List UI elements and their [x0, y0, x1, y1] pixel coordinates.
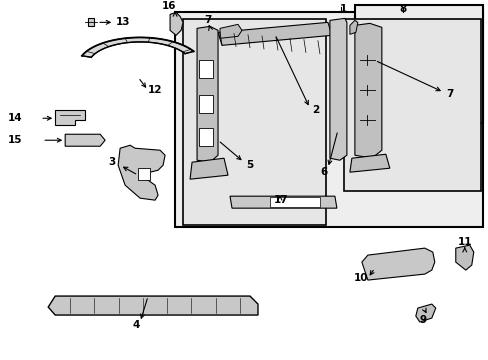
Bar: [183, 19, 325, 225]
Polygon shape: [455, 245, 473, 270]
Polygon shape: [354, 23, 381, 158]
Polygon shape: [82, 37, 193, 57]
Bar: [354, 5, 482, 123]
Polygon shape: [349, 154, 389, 172]
Bar: [199, 128, 213, 146]
Bar: [175, 12, 482, 227]
Polygon shape: [218, 22, 331, 45]
Text: 6: 6: [319, 167, 326, 177]
Polygon shape: [55, 110, 85, 125]
Text: 7: 7: [445, 89, 452, 99]
Text: 10: 10: [353, 273, 367, 283]
Bar: [88, 18, 94, 26]
Text: 8: 8: [399, 4, 406, 14]
Text: 11: 11: [457, 237, 471, 247]
Polygon shape: [220, 24, 242, 38]
Polygon shape: [415, 304, 435, 322]
Text: 9: 9: [419, 315, 426, 325]
Polygon shape: [170, 12, 183, 35]
Polygon shape: [329, 18, 346, 160]
Text: 2: 2: [311, 105, 319, 115]
Text: 13: 13: [116, 17, 130, 27]
Polygon shape: [190, 158, 227, 179]
Polygon shape: [65, 134, 105, 146]
Text: 16: 16: [162, 1, 176, 12]
Polygon shape: [229, 196, 336, 208]
Text: 3: 3: [108, 157, 115, 167]
Polygon shape: [349, 21, 357, 34]
Bar: [199, 60, 213, 78]
Bar: [343, 19, 480, 191]
Text: 14: 14: [8, 113, 23, 123]
Polygon shape: [197, 26, 218, 162]
Text: 4: 4: [132, 320, 139, 330]
Bar: [199, 95, 213, 113]
Polygon shape: [48, 296, 258, 315]
Text: 15: 15: [8, 135, 23, 145]
Text: 12: 12: [148, 85, 163, 95]
Polygon shape: [118, 145, 165, 200]
Bar: [138, 168, 150, 180]
Polygon shape: [361, 248, 434, 280]
Text: 5: 5: [245, 160, 253, 170]
Text: 7: 7: [203, 15, 211, 25]
Text: 17: 17: [273, 195, 288, 205]
Bar: [269, 197, 319, 207]
Text: 1: 1: [339, 4, 346, 14]
